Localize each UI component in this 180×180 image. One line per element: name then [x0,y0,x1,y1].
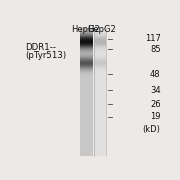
Text: 26: 26 [150,100,161,109]
Text: 117: 117 [145,34,161,43]
Text: 85: 85 [150,45,161,54]
Text: (pTyr513): (pTyr513) [25,51,66,60]
Text: DDR1--: DDR1-- [25,43,56,52]
Text: HepG2: HepG2 [72,25,100,34]
Text: 19: 19 [150,112,161,121]
Text: 48: 48 [150,70,161,79]
Text: HepG2: HepG2 [87,25,116,34]
Text: 34: 34 [150,86,161,95]
Text: (kD): (kD) [143,125,161,134]
